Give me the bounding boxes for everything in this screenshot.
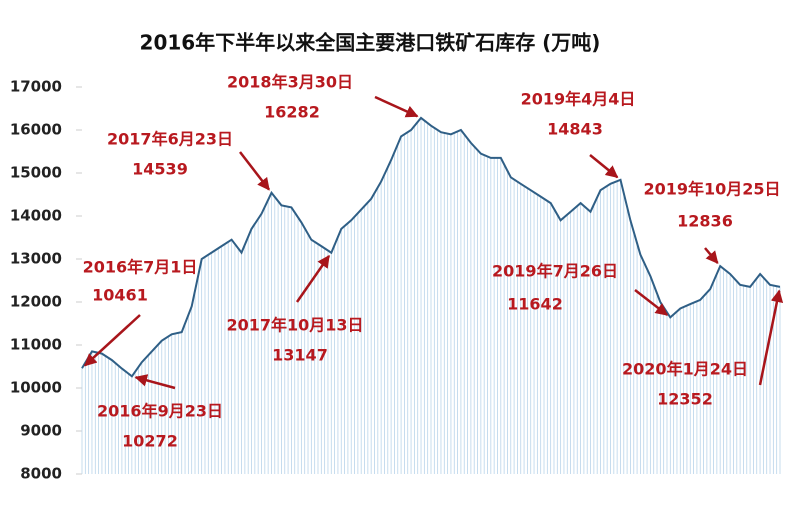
y-tick-label: 11000: [10, 336, 62, 354]
annotation-arrow: [239, 151, 271, 191]
y-tick-label: 8000: [20, 465, 62, 483]
y-tick-label: 13000: [10, 250, 62, 268]
annotation-arrow: [134, 374, 176, 390]
annotation-arrow: [704, 247, 719, 264]
y-tick-label: 17000: [10, 78, 62, 96]
annotation-arrow: [84, 314, 141, 367]
y-tick-label: 15000: [10, 164, 62, 182]
annotation-value: 11642: [507, 295, 563, 314]
annotation-date: 2016年7月1日: [83, 258, 198, 277]
annotation-arrow: [295, 254, 331, 303]
annotation-value: 13147: [272, 346, 328, 365]
annotation-arrow: [374, 95, 419, 118]
annotation-date: 2017年10月13日: [226, 316, 363, 335]
annotation-value: 14539: [132, 160, 188, 179]
annotation-value: 10461: [92, 286, 148, 305]
annotation-value: 12836: [677, 212, 733, 231]
annotation-value: 16282: [264, 103, 320, 122]
annotation-date: 2018年3月30日: [227, 73, 353, 92]
annotation-arrow: [589, 154, 619, 179]
annotation-value: 14843: [547, 120, 603, 139]
y-tick-label: 9000: [20, 422, 62, 440]
annotation-date: 2020年1月24日: [622, 360, 748, 379]
annotation-date: 2017年6月23日: [107, 130, 233, 149]
annotation-arrow: [634, 289, 669, 316]
y-tick-label: 12000: [10, 293, 62, 311]
annotation-date: 2019年10月25日: [643, 180, 780, 199]
annotation-value: 12352: [657, 390, 713, 409]
y-tick-label: 16000: [10, 121, 62, 139]
annotation-arrow: [758, 289, 784, 386]
annotation-date: 2019年4月4日: [521, 90, 636, 109]
annotation-date: 2016年9月23日: [97, 402, 223, 421]
chart-title: 2016年下半年以来全国主要港口铁矿石库存 (万吨): [140, 31, 601, 55]
y-tick-label: 14000: [10, 207, 62, 225]
annotation-value: 10272: [122, 432, 178, 451]
y-tick-label: 10000: [10, 379, 62, 397]
annotation-date: 2019年7月26日: [492, 262, 618, 281]
